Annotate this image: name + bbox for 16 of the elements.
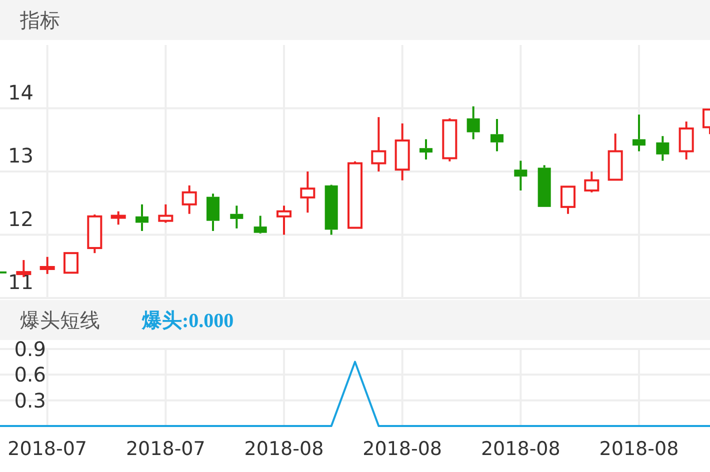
x-tick-label: 2018-08 [599,438,679,460]
x-tick-label: 2018-08 [480,438,560,460]
y-tick-label: 11 [8,270,34,294]
x-tick-label: 2018-08 [244,438,324,460]
y-tick-label: 0.9 [14,337,46,361]
y-tick-label: 14 [8,80,34,104]
text: 爆头:0.000 [141,310,234,332]
y-tick-label: 13 [8,144,34,168]
chart-title: 指标 [19,8,60,32]
x-tick-label: 2018-08 [362,438,442,460]
x-tick-label: 2018-07 [126,438,206,460]
chart-title: 爆头短线 [20,308,100,332]
y-tick-label: 0.6 [14,362,46,387]
x-tick-label: 2018-07 [8,438,88,460]
y-tick-label: 0.3 [14,388,46,412]
y-tick-label: 12 [8,206,34,231]
